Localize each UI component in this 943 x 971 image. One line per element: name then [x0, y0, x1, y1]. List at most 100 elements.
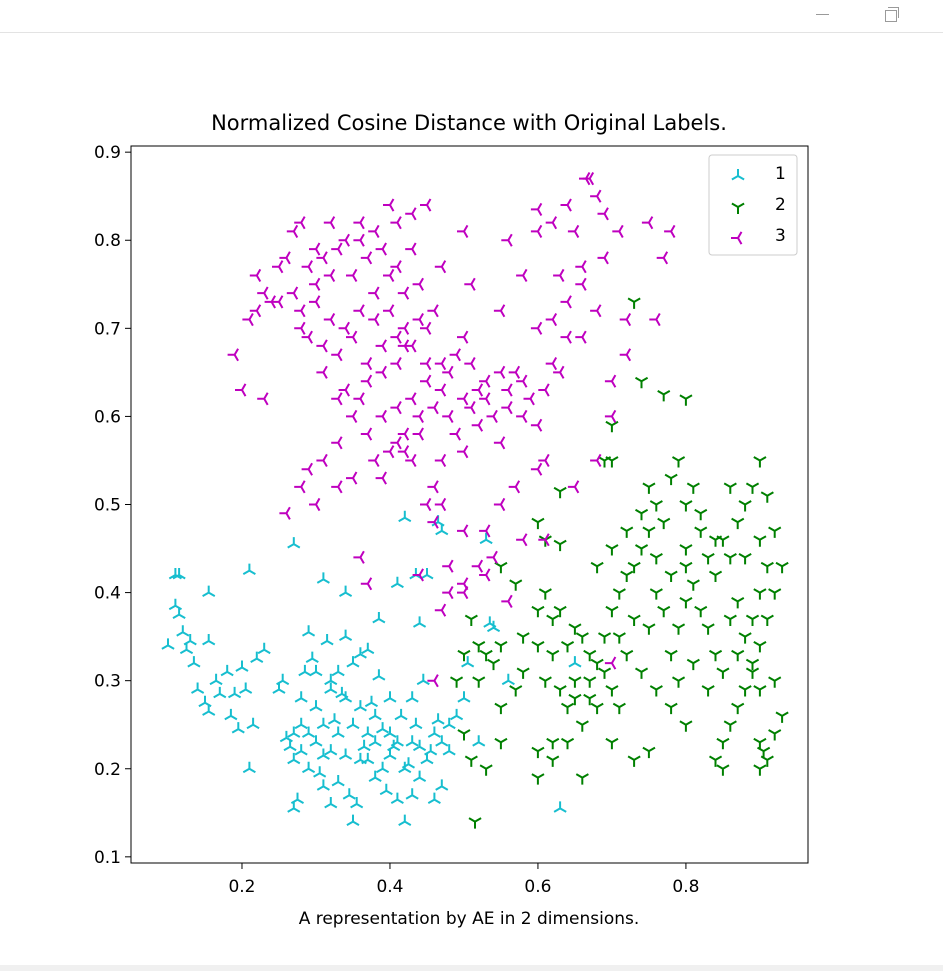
- point-series-1: [272, 682, 286, 694]
- point-series-3: [457, 445, 469, 459]
- point-series-1: [316, 779, 330, 791]
- minimize-icon[interactable]: [808, 4, 838, 26]
- point-series-1: [294, 717, 308, 730]
- point-series-1: [416, 673, 430, 686]
- point-series-1: [405, 735, 419, 747]
- point-series-2: [723, 553, 737, 565]
- point-series-3: [449, 348, 461, 362]
- point-series-2: [738, 685, 752, 697]
- point-series-3: [530, 202, 543, 216]
- point-series-3: [390, 330, 402, 344]
- point-series-2: [568, 676, 582, 688]
- x-axis-label: A representation by AE in 2 dimensions.: [299, 909, 640, 929]
- point-series-1: [228, 686, 242, 699]
- point-series-1: [420, 752, 434, 765]
- point-series-2: [583, 693, 597, 706]
- point-series-2: [620, 526, 634, 538]
- point-series-3: [368, 453, 380, 468]
- point-series-2: [590, 561, 604, 574]
- point-series-3: [242, 312, 254, 327]
- point-series-3: [560, 330, 572, 344]
- point-series-1: [302, 726, 316, 738]
- point-series-3: [323, 268, 336, 283]
- point-series-3: [420, 198, 432, 212]
- legend-label-2: 2: [775, 195, 786, 215]
- point-series-3: [397, 445, 410, 459]
- point-series-1: [239, 682, 253, 694]
- point-series-3: [338, 383, 350, 397]
- point-series-2: [701, 623, 715, 635]
- point-series-3: [375, 242, 387, 256]
- point-series-2: [701, 685, 715, 697]
- legend-box: [708, 154, 798, 256]
- point-series-2: [686, 482, 700, 494]
- point-series-3: [397, 339, 410, 353]
- point-series-2: [605, 420, 619, 433]
- x-axis: 0.2 0.4 0.6 0.8: [228, 863, 699, 897]
- point-series-3: [390, 357, 402, 371]
- point-series-1: [435, 735, 449, 747]
- point-series-2: [671, 676, 686, 688]
- point-series-3: [442, 586, 454, 600]
- point-series-2: [753, 764, 767, 776]
- point-series-3: [471, 383, 484, 397]
- point-series-3: [501, 233, 513, 247]
- point-series-2: [753, 737, 767, 750]
- point-series-2: [575, 773, 589, 785]
- point-series-3: [493, 497, 506, 512]
- point-series-2: [768, 526, 782, 538]
- point-series-3: [530, 418, 543, 432]
- point-series-1: [316, 572, 330, 584]
- point-series-2: [634, 376, 649, 389]
- legend-marker-2: [731, 202, 745, 214]
- point-series-2: [671, 623, 686, 635]
- point-series-1: [368, 708, 382, 721]
- point-series-3: [360, 577, 373, 591]
- point-series-1: [442, 744, 456, 756]
- point-series-2: [738, 553, 752, 565]
- point-series-1: [313, 766, 327, 778]
- point-series-1: [553, 801, 567, 813]
- restore-icon[interactable]: [876, 4, 906, 26]
- point-series-2: [553, 486, 567, 499]
- point-series-1: [398, 510, 412, 523]
- point-series-3: [420, 497, 432, 512]
- point-series-3: [286, 286, 299, 300]
- point-series-2: [753, 685, 767, 697]
- y-tick-label: 0.5: [94, 496, 121, 516]
- point-series-2: [494, 737, 508, 750]
- point-series-1: [368, 770, 382, 782]
- point-series-1: [324, 673, 338, 686]
- point-series-2: [753, 588, 767, 600]
- point-series-2: [627, 755, 641, 767]
- point-series-3: [434, 497, 447, 512]
- point-series-1: [413, 739, 427, 752]
- point-series-1: [331, 775, 345, 787]
- point-series-1: [442, 717, 456, 730]
- point-series-1: [316, 717, 330, 730]
- legend-marker-1: [731, 169, 745, 181]
- point-series-3: [538, 453, 550, 468]
- point-series-3: [279, 251, 291, 265]
- point-series-3: [479, 524, 491, 538]
- point-series-3: [331, 348, 343, 362]
- point-series-3: [405, 392, 417, 406]
- point-series-3: [486, 550, 498, 564]
- point-series-1: [246, 717, 260, 730]
- point-series-3: [442, 365, 454, 379]
- point-series-1: [242, 761, 256, 774]
- point-series-2: [472, 641, 486, 653]
- point-series-3: [301, 462, 313, 476]
- point-series-1: [398, 814, 412, 826]
- point-series-3: [383, 304, 395, 318]
- point-series-3: [501, 594, 513, 608]
- point-series-2: [694, 605, 708, 618]
- point-series-3: [412, 568, 424, 582]
- window-titlebar: [0, 0, 943, 33]
- point-series-2: [745, 482, 760, 494]
- point-series-2: [679, 720, 693, 732]
- point-series-2: [546, 649, 560, 662]
- point-series-3: [346, 330, 358, 344]
- point-series-2: [753, 535, 767, 547]
- point-series-3: [538, 383, 550, 397]
